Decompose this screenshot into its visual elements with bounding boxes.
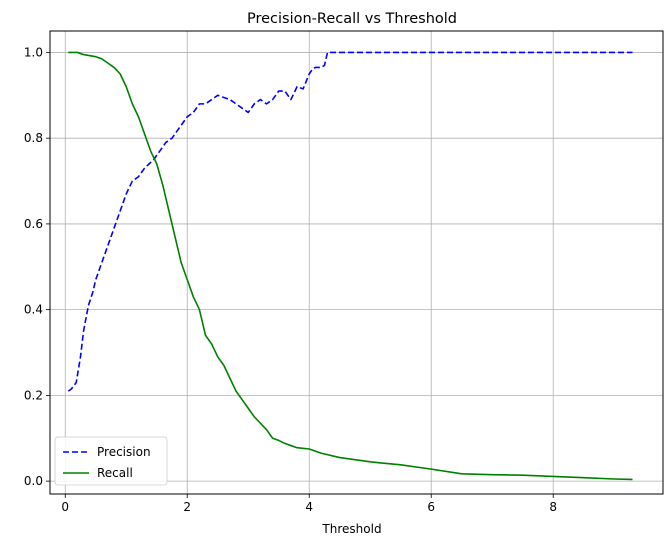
y-tick-label: 0.8: [24, 131, 43, 145]
y-tick-label: 0.4: [24, 303, 43, 317]
x-tick-label: 4: [305, 500, 313, 514]
x-tick-label: 2: [183, 500, 191, 514]
plot-frame: [49, 30, 664, 495]
y-tick-label: 0.6: [24, 217, 43, 231]
y-tick-label: 0.0: [24, 474, 43, 488]
axis-ticks: 0 2 4 6 8 0.0 0.2 0.4 0.6 0.8 1.0: [24, 45, 557, 514]
series-lines: [67, 51, 633, 481]
series-line-precision: [67, 51, 633, 392]
x-tick-label: 6: [427, 500, 435, 514]
legend-label-recall: Recall: [97, 466, 133, 480]
x-tick-label: 0: [61, 500, 69, 514]
chart-title: Precision-Recall vs Threshold: [247, 11, 457, 27]
series-line-recall: [68, 51, 633, 481]
y-tick-label: 1.0: [24, 45, 43, 59]
legend-label-precision: Precision: [97, 445, 151, 459]
y-tick-label: 0.2: [24, 388, 43, 402]
x-axis-label: Threshold: [321, 522, 381, 536]
legend: Precision Recall: [54, 436, 168, 486]
x-tick-label: 8: [549, 500, 557, 514]
